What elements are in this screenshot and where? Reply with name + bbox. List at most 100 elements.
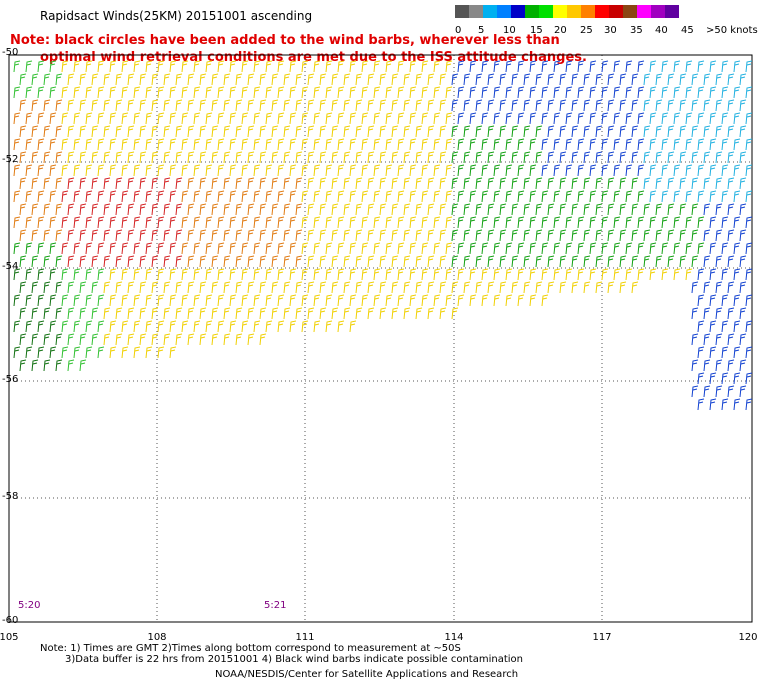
- wind-barb: [523, 229, 531, 242]
- wind-barb: [277, 216, 285, 229]
- wind-barb: [673, 60, 681, 73]
- wind-barb: [181, 190, 189, 203]
- wind-barb: [607, 177, 615, 190]
- wind-barb: [613, 190, 621, 203]
- wind-barb: [289, 60, 297, 73]
- wind-barb: [517, 190, 525, 203]
- wind-barb: [505, 164, 513, 177]
- wind-barb: [175, 177, 183, 190]
- wind-barb: [607, 281, 615, 294]
- wind-barb: [715, 307, 723, 320]
- wind-barb: [211, 255, 219, 268]
- wind-barb: [163, 99, 171, 112]
- wind-barb: [427, 255, 435, 268]
- wind-barb: [235, 255, 243, 268]
- wind-barb: [157, 346, 165, 359]
- wind-barb: [631, 99, 639, 112]
- wind-barb: [361, 190, 369, 203]
- wind-barb: [457, 86, 465, 99]
- wind-barb: [109, 346, 117, 359]
- wind-barb: [307, 203, 315, 216]
- wind-barb: [373, 190, 381, 203]
- wind-barb: [559, 125, 567, 138]
- wind-barb: [709, 372, 717, 385]
- wind-barb: [85, 346, 93, 359]
- wind-barb: [337, 138, 345, 151]
- wind-barb: [19, 255, 27, 268]
- wind-barb: [445, 164, 453, 177]
- wind-barb: [649, 164, 657, 177]
- wind-barb: [559, 151, 567, 164]
- wind-barb: [439, 73, 447, 86]
- wind-barb: [355, 255, 363, 268]
- wind-barb: [571, 73, 579, 86]
- wind-barb: [103, 203, 111, 216]
- wind-barb: [589, 216, 597, 229]
- wind-barb: [355, 73, 363, 86]
- wind-barb: [325, 242, 333, 255]
- wind-barb: [175, 307, 183, 320]
- wind-barb: [43, 125, 51, 138]
- wind-barb: [217, 190, 225, 203]
- wind-barb: [625, 190, 633, 203]
- wind-barb: [673, 138, 681, 151]
- wind-barb: [589, 86, 597, 99]
- wind-barb: [673, 242, 681, 255]
- wind-barb: [325, 164, 333, 177]
- wind-barb: [727, 281, 735, 294]
- wind-barb: [301, 294, 309, 307]
- wind-barb: [667, 125, 675, 138]
- wind-barb: [691, 73, 699, 86]
- wind-barb: [595, 73, 603, 86]
- wind-barb: [649, 216, 657, 229]
- wind-barb: [673, 86, 681, 99]
- wind-barb: [289, 320, 297, 333]
- wind-barb: [715, 385, 723, 398]
- legend-label: 35: [630, 25, 643, 36]
- wind-barb: [397, 216, 405, 229]
- wind-barb: [595, 203, 603, 216]
- wind-barb: [433, 294, 441, 307]
- wind-barb: [451, 151, 459, 164]
- wind-barb: [31, 125, 39, 138]
- wind-barb: [223, 125, 231, 138]
- wind-barb: [163, 125, 171, 138]
- wind-barb: [19, 177, 27, 190]
- wind-barb: [307, 177, 315, 190]
- wind-barb: [223, 99, 231, 112]
- wind-barb: [709, 112, 717, 125]
- wind-barb: [433, 112, 441, 125]
- wind-barb: [337, 294, 345, 307]
- wind-barb: [613, 86, 621, 99]
- legend-swatch: [455, 5, 469, 18]
- wind-barb: [631, 281, 639, 294]
- wind-barb: [679, 99, 687, 112]
- wind-barb: [103, 99, 111, 112]
- wind-barb: [13, 242, 21, 255]
- wind-barb: [151, 177, 159, 190]
- wind-barb: [97, 164, 105, 177]
- wind-barb: [79, 229, 87, 242]
- wind-barb: [655, 177, 663, 190]
- wind-barb: [511, 203, 519, 216]
- wind-barb: [475, 151, 483, 164]
- wind-barb: [361, 138, 369, 151]
- wind-barb: [217, 242, 225, 255]
- wind-barb: [547, 73, 555, 86]
- wind-barb: [457, 138, 465, 151]
- wind-barb: [115, 307, 123, 320]
- wind-barb: [319, 73, 327, 86]
- wind-barb: [229, 86, 237, 99]
- wind-barb: [229, 294, 237, 307]
- wind-barb: [19, 359, 27, 372]
- wind-barb: [49, 216, 57, 229]
- wind-barb: [679, 229, 687, 242]
- wind-barb: [301, 190, 309, 203]
- wind-barb: [379, 73, 387, 86]
- wind-barb: [499, 281, 507, 294]
- wind-barb: [727, 125, 735, 138]
- wind-barb: [139, 99, 147, 112]
- wind-barb: [379, 203, 387, 216]
- wind-barb: [553, 60, 561, 73]
- wind-barb: [511, 125, 519, 138]
